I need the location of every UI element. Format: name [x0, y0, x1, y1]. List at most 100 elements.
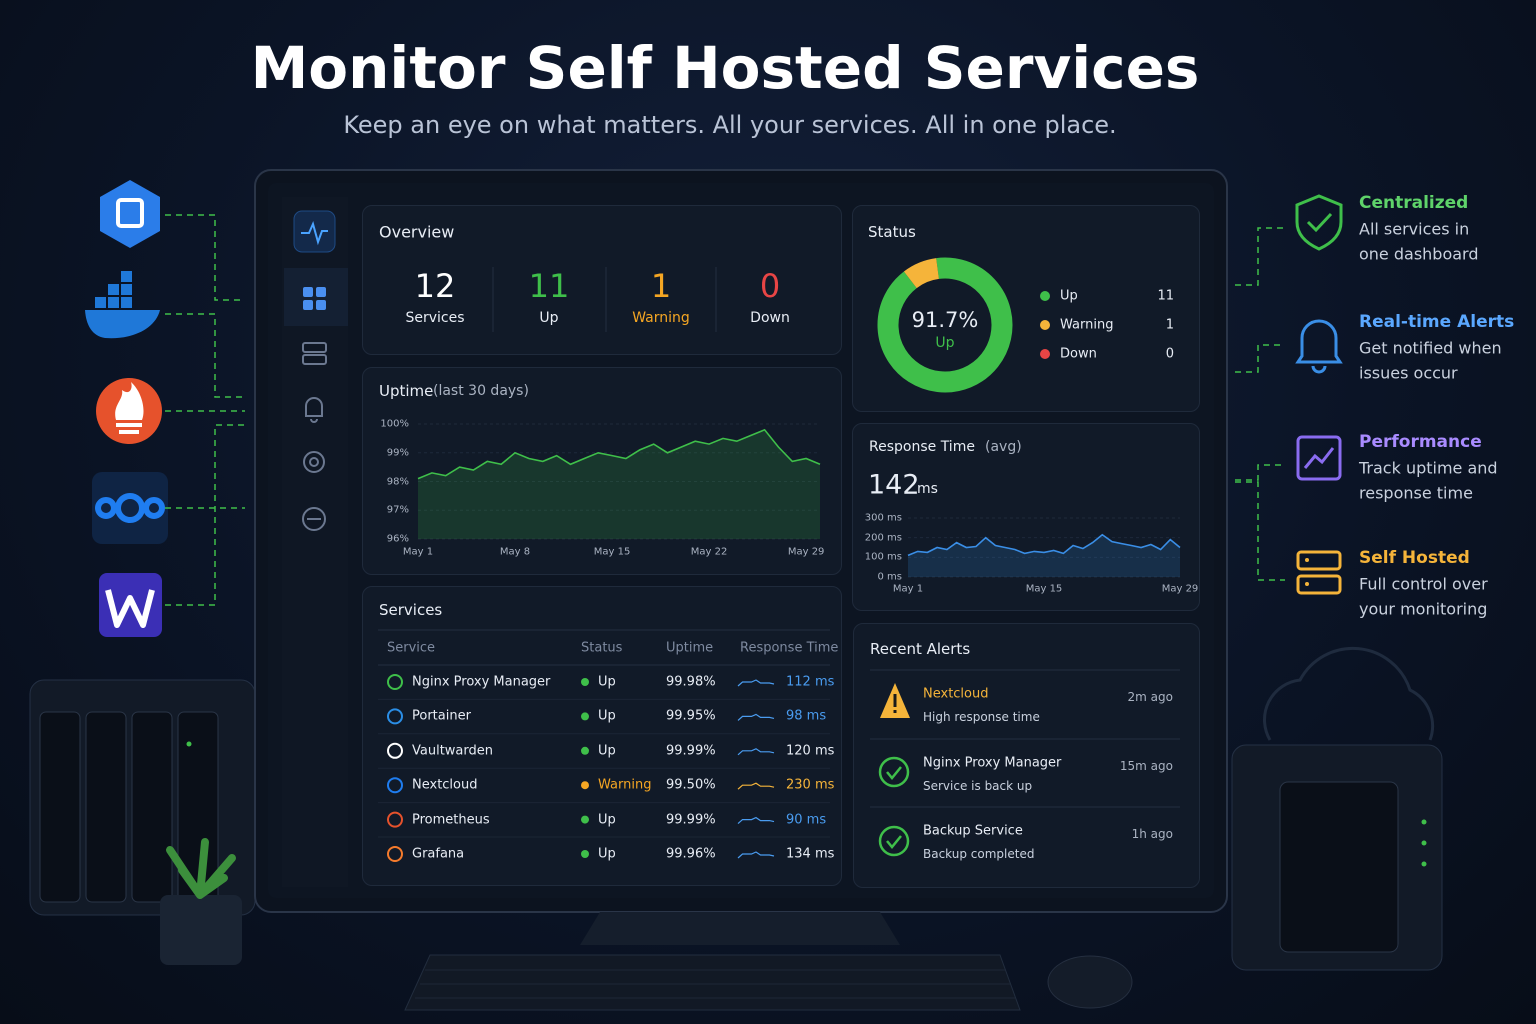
feature-text: your monitoring	[1359, 599, 1488, 619]
service-status: Up	[598, 708, 616, 724]
status-dot	[581, 712, 589, 721]
y-tick-label: 99%	[386, 447, 409, 459]
table-header: Uptime	[666, 640, 714, 656]
service-response: 134 ms	[786, 846, 835, 862]
legend-dot	[1040, 349, 1050, 359]
service-uptime: 99.95%	[666, 708, 716, 724]
feature-title: Self Hosted	[1359, 548, 1470, 568]
alert-message: Service is back up	[923, 778, 1033, 793]
x-tick-label: May 22	[690, 546, 728, 558]
feature-title: Real-time Alerts	[1359, 312, 1515, 332]
service-uptime: 99.96%	[666, 846, 716, 862]
legend-label: Warning	[1060, 317, 1114, 333]
service-status: Up	[598, 674, 616, 690]
donut-segment	[903, 258, 940, 289]
feature-text: Track uptime and	[1359, 458, 1498, 478]
service-icon	[387, 777, 403, 794]
headline-value: 142	[868, 469, 920, 501]
status-dot	[581, 678, 589, 686]
service-response: 90 ms	[786, 812, 827, 828]
card-title: Recent Alerts	[870, 640, 971, 658]
service-name: Grafana	[412, 846, 465, 862]
response-card	[852, 423, 1200, 611]
services-card	[362, 586, 842, 886]
alerts-card	[853, 623, 1200, 888]
alert-message: High response time	[923, 710, 1040, 724]
service-response: 98 ms	[786, 708, 827, 724]
service-uptime: 99.50%	[666, 777, 716, 793]
x-tick-label: May 29	[787, 546, 825, 558]
card-subtitle: (avg)	[985, 439, 1022, 455]
stat-value: 12	[414, 267, 456, 305]
service-icon	[387, 708, 403, 725]
status-dot	[581, 815, 589, 824]
y-tick-label: 98%	[386, 476, 409, 487]
service-uptime: 99.99%	[666, 812, 716, 828]
x-tick-label: May 29	[1161, 583, 1199, 595]
table-header: Service	[387, 640, 436, 656]
feature-text: Full control over	[1359, 574, 1488, 594]
service-icon	[387, 811, 403, 828]
alert-time: 15m ago	[1119, 758, 1173, 773]
alert-time: 2m ago	[1127, 690, 1173, 704]
sparkline	[737, 851, 775, 859]
line	[907, 533, 1181, 557]
service-name: Vaultwarden	[412, 743, 494, 759]
y-tick-label: 300 ms	[864, 512, 902, 524]
legend-dot	[1040, 320, 1050, 330]
x-tick-label: May 15	[593, 546, 631, 558]
feature-text: response time	[1359, 483, 1473, 503]
x-tick-label: May 1	[402, 546, 434, 558]
stat-label: Down	[750, 310, 790, 326]
service-status: Up	[598, 846, 616, 862]
status-dot	[581, 850, 589, 858]
legend-value: 11	[1157, 288, 1174, 304]
service-uptime: 99.99%	[666, 743, 716, 759]
table-header: Status	[581, 640, 623, 656]
y-tick-label: 100%	[380, 418, 409, 430]
sparkline	[737, 713, 775, 721]
card-title: Overview	[379, 222, 455, 242]
card-title: Status	[868, 223, 916, 241]
sparkline	[737, 816, 775, 825]
alert-message: Backup completed	[923, 847, 1035, 861]
card-title: Services	[379, 601, 443, 619]
card-subtitle: (last 30 days)	[433, 383, 529, 399]
service-status: Warning	[598, 777, 652, 793]
y-tick-label: 97%	[386, 504, 409, 516]
donut-sub: Up	[935, 335, 955, 351]
service-response: 230 ms	[786, 777, 835, 793]
page-subtitle: Keep an eye on what matters. All your se…	[343, 111, 1117, 139]
service-icon	[387, 742, 403, 759]
uptime-card	[362, 367, 842, 575]
status-dot	[581, 781, 589, 790]
service-uptime: 99.98%	[666, 674, 716, 690]
card-title: Response Time	[869, 439, 975, 455]
legend-value: 1	[1165, 317, 1174, 333]
y-tick-label: 96%	[386, 533, 409, 545]
feature-text: Get notified when	[1359, 338, 1502, 358]
service-response: 112 ms	[786, 674, 835, 690]
overview-card	[362, 205, 842, 355]
feature-text: one dashboard	[1359, 244, 1479, 264]
feature-text: All services in	[1359, 219, 1470, 239]
y-tick-label: 0 ms	[877, 571, 903, 583]
service-icon	[387, 846, 403, 862]
service-name: Nextcloud	[412, 777, 478, 793]
legend-value: 0	[1165, 346, 1174, 362]
legend-dot	[1040, 291, 1050, 301]
alert-title: Nextcloud	[923, 686, 989, 702]
y-tick-label: 100 ms	[864, 551, 902, 563]
line-area	[418, 429, 820, 539]
stat-value: 11	[528, 267, 570, 305]
alert-title: Nginx Proxy Manager	[923, 755, 1062, 770]
service-response: 120 ms	[786, 743, 835, 759]
stat-label: Up	[539, 310, 559, 326]
card-title: Uptime	[379, 382, 434, 400]
x-tick-label: May 1	[892, 583, 924, 595]
service-name: Nginx Proxy Manager	[412, 674, 551, 690]
x-tick-label: May 15	[1025, 583, 1063, 595]
headline-unit: ms	[917, 481, 938, 497]
